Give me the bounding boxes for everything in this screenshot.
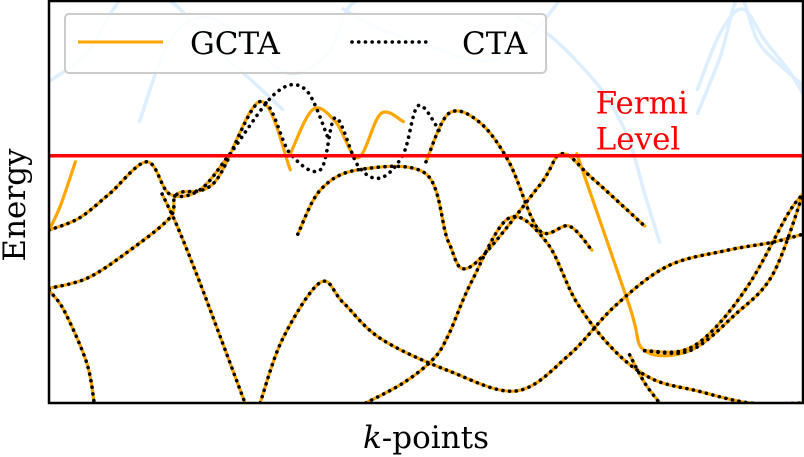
series-gcta-band-0 (49, 160, 77, 232)
x-axis-label: k-points (363, 420, 489, 456)
legend: GCTA CTA (64, 13, 547, 74)
background-band-5 (695, 1, 803, 116)
series-cta-band-7 (363, 214, 803, 403)
legend-label-gcta: GCTA (190, 26, 280, 62)
band-series (49, 82, 803, 403)
legend-label-cta: CTA (462, 26, 528, 62)
series-gcta-band-3 (160, 192, 247, 403)
y-axis-label: Energy (0, 148, 33, 262)
series-cta-band-4 (296, 151, 647, 271)
series-cta-band-5 (424, 109, 594, 252)
x-axis-label-k: k (363, 420, 382, 456)
fermi-annotation-line2: Level (596, 122, 681, 158)
series-cta-band-6 (258, 232, 803, 403)
series-cta (49, 82, 803, 403)
fermi-annotation-line1: Fermi (596, 86, 688, 122)
series-cta-band-8 (642, 192, 803, 354)
series-gcta-band-6 (288, 106, 405, 160)
series-cta-band-10 (627, 353, 662, 403)
series-cta-band-3 (49, 288, 96, 403)
legend-box (64, 13, 547, 74)
series-cta-band-1 (49, 99, 443, 291)
plot-frame (47, 0, 804, 405)
x-axis-label-rest: -points (382, 420, 489, 456)
series-cta-band-0 (49, 82, 330, 232)
series-cta-band-9 (642, 192, 803, 356)
